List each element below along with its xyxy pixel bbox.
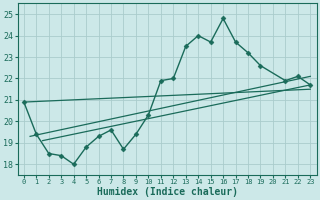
X-axis label: Humidex (Indice chaleur): Humidex (Indice chaleur)	[97, 186, 237, 197]
